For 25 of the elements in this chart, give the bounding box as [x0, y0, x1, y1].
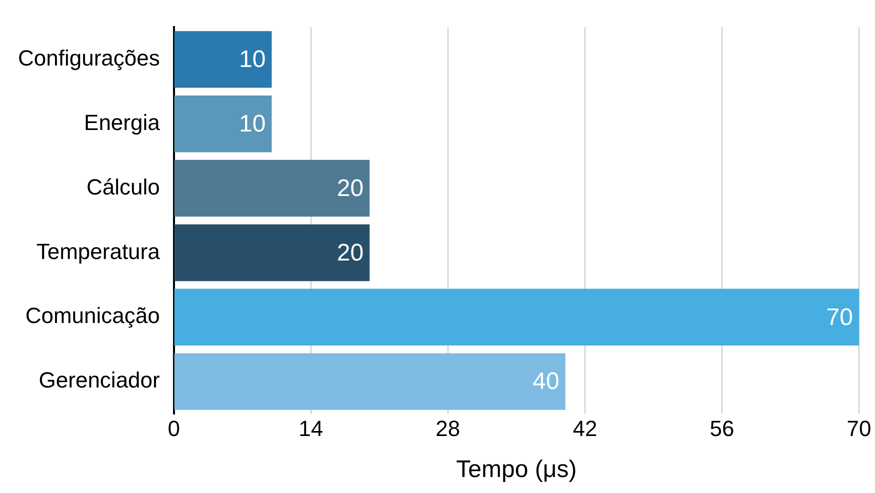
data-label: 70 — [826, 304, 853, 331]
bar — [174, 96, 272, 152]
y-tick-label: Energia — [84, 110, 161, 135]
y-tick-label: Cálculo — [86, 174, 160, 200]
data-label: 40 — [532, 368, 560, 396]
x-tick-label: 14 — [298, 416, 324, 442]
x-tick-label: 0 — [168, 416, 180, 442]
bar — [174, 31, 272, 88]
bar — [174, 224, 370, 282]
bar — [174, 288, 859, 346]
x-tick-label: 56 — [710, 416, 734, 442]
y-tick-label: Gerenciador — [38, 368, 160, 393]
x-tick-label: 70 — [846, 416, 872, 442]
x-tick-label: 28 — [436, 416, 460, 442]
data-label: 20 — [336, 174, 364, 202]
data-label: 20 — [336, 239, 364, 266]
data-label: 10 — [239, 46, 266, 74]
bar — [174, 353, 566, 410]
y-tick-label: Configurações — [18, 45, 160, 70]
data-label: 10 — [239, 110, 266, 138]
y-tick-label: Temperatura — [36, 238, 161, 264]
y-tick-label: Comunicação — [25, 303, 160, 328]
x-axis-title: Tempo (μs) — [456, 456, 577, 484]
x-tick-label: 42 — [572, 416, 598, 442]
bar — [174, 160, 370, 217]
